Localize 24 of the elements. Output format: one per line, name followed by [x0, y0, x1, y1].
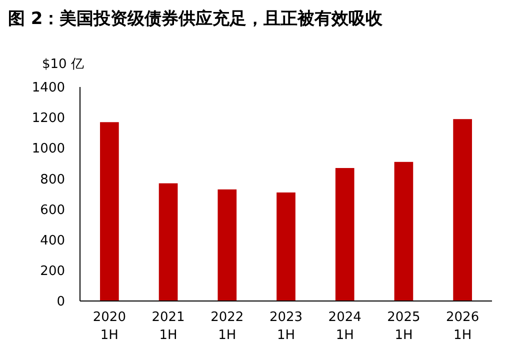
- y-tick-label: 400: [40, 233, 65, 248]
- x-tick-label: 2021 1H: [152, 310, 185, 343]
- y-tick-label: 1000: [32, 142, 65, 157]
- y-tick-label: 0: [56, 294, 65, 310]
- bar: [394, 162, 414, 301]
- y-tick-label: 800: [40, 172, 65, 188]
- y-tick-label: 600: [40, 202, 65, 218]
- bar: [158, 183, 178, 301]
- x-tick-label: 2023 1H: [269, 310, 303, 343]
- y-axis-title: $10 亿: [42, 57, 84, 72]
- y-tick-label: 1200: [32, 111, 65, 126]
- x-tick-label: 2022 1H: [210, 310, 244, 343]
- y-tick-label: 200: [40, 264, 65, 279]
- x-tick-label: 2024 1H: [328, 310, 362, 343]
- bar: [100, 122, 119, 301]
- chart-title: 图 2：美国投资级债券供应充足，且正被有效吸收: [8, 9, 384, 29]
- y-tick-label: 1400: [32, 80, 65, 96]
- bar: [335, 168, 354, 301]
- x-tick-label: 2020 1H: [92, 310, 126, 343]
- bar: [276, 192, 296, 301]
- bar: [453, 119, 472, 301]
- x-tick-label: 2025 1H: [387, 310, 420, 343]
- bar: [218, 189, 237, 301]
- x-tick-label: 2026 1H: [446, 310, 480, 343]
